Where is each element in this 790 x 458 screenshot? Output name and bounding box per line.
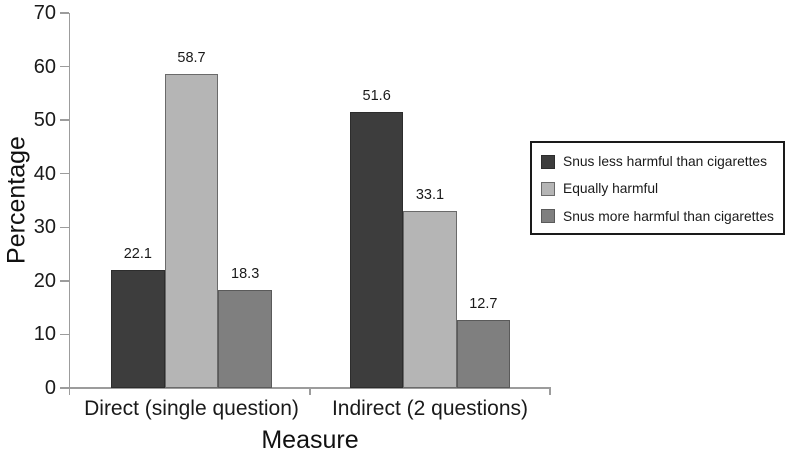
bar-group-direct: 22.1 58.7 18.3 <box>111 13 273 388</box>
bar-slot: 58.7 <box>164 13 219 388</box>
x-tick-mark <box>68 388 70 395</box>
x-tick-mark <box>549 388 551 395</box>
bar-value-label: 22.1 <box>123 245 152 262</box>
category-label-direct: Direct (single question) <box>84 397 299 420</box>
bar-value-label: 51.6 <box>362 87 391 104</box>
bar-value-label: 18.3 <box>231 265 260 282</box>
y-tick-mark <box>60 387 69 389</box>
bar-value-label: 33.1 <box>415 186 445 203</box>
legend-item: Snus less harmful than cigarettes <box>541 154 781 169</box>
x-tick-mark <box>309 388 311 395</box>
y-tick-label: 20 <box>33 269 56 292</box>
y-tick-label: 30 <box>33 216 56 239</box>
bar <box>456 319 510 388</box>
y-tick-mark <box>60 226 69 229</box>
y-tick-label: 40 <box>33 162 56 185</box>
x-axis-line <box>68 387 551 389</box>
legend-label: Snus more harmful than cigarettes <box>563 208 774 224</box>
y-tick-label: 0 <box>44 377 56 399</box>
legend: Snus less harmful than cigarettes Equall… <box>530 141 785 235</box>
bar-value-label: 12.7 <box>469 295 498 312</box>
bar <box>111 269 165 388</box>
y-tick-label: 50 <box>33 109 56 132</box>
y-tick-label: 70 <box>33 2 56 24</box>
y-tick-mark <box>60 65 69 68</box>
bar <box>164 73 219 388</box>
y-axis-title: Percentage <box>2 136 31 264</box>
bar-slot: 22.1 <box>111 13 165 388</box>
category-label-indirect: Indirect (2 questions) <box>331 397 529 420</box>
y-tick-mark <box>60 172 69 175</box>
legend-swatch-dark-icon <box>541 154 555 169</box>
y-tick-mark <box>60 333 69 336</box>
legend-item: Snus more harmful than cigarettes <box>541 209 781 224</box>
y-tick-mark <box>60 119 69 121</box>
y-tick-label: 60 <box>33 55 56 78</box>
bar <box>218 289 273 388</box>
legend-label: Snus less harmful than cigarettes <box>563 154 767 170</box>
bar <box>403 210 457 388</box>
bar-group-indirect: 51.6 33.1 12.7 <box>350 13 510 388</box>
legend-swatch-medium-icon <box>541 209 555 224</box>
bar-slot: 51.6 <box>350 13 404 388</box>
y-axis-line <box>68 13 70 388</box>
bar-slot: 33.1 <box>403 13 457 388</box>
bar-slot: 18.3 <box>218 13 273 388</box>
x-axis-title: Measure <box>261 426 359 454</box>
bar-slot: 12.7 <box>456 13 510 388</box>
legend-item: Equally harmful <box>541 181 781 196</box>
y-tick-label: 10 <box>33 323 56 346</box>
y-tick-mark <box>60 280 69 282</box>
plot-area: 22.1 58.7 18.3 51.6 33.1 12.7 <box>70 13 550 388</box>
bar <box>350 111 404 388</box>
y-tick-mark <box>60 12 69 14</box>
bar-value-label: 58.7 <box>177 49 206 66</box>
legend-label: Equally harmful <box>563 181 659 197</box>
legend-swatch-light-icon <box>541 181 555 196</box>
